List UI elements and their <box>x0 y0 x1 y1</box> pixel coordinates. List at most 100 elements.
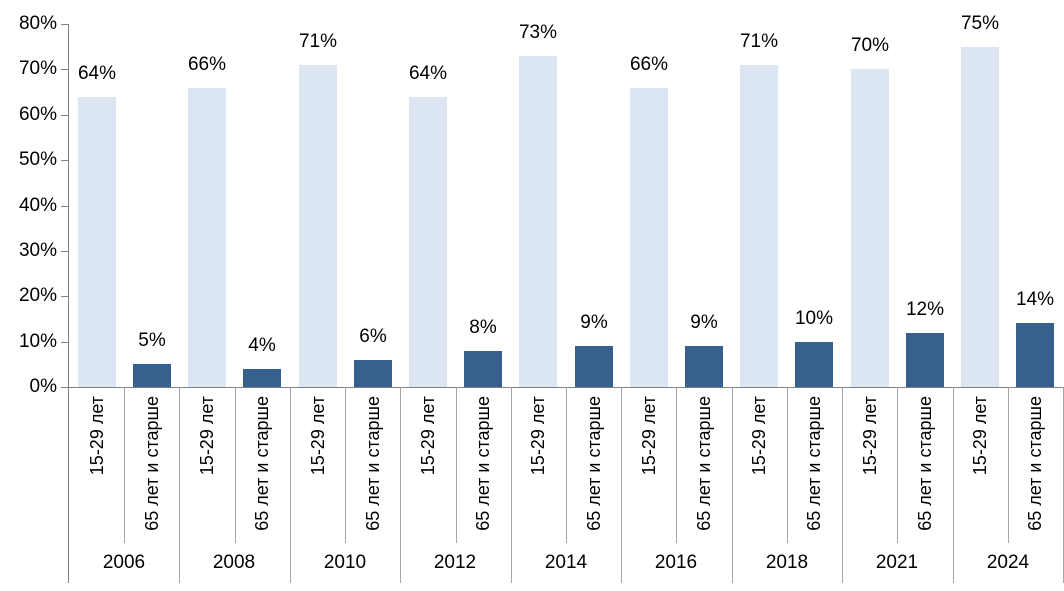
bar-age-65plus-2021 <box>906 333 944 387</box>
category-label-age-15-29: 15-29 лет <box>528 396 548 476</box>
category-label-age-15-29: 15-29 лет <box>418 396 438 476</box>
bar-value-label: 66% <box>187 54 227 75</box>
bar-value-label: 66% <box>629 54 669 75</box>
bar-age-15-29-2021 <box>851 69 889 387</box>
category-divider <box>1008 387 1009 543</box>
bar-value-label: 75% <box>960 13 1000 34</box>
group-divider <box>621 387 622 583</box>
y-axis-tick-label: 80% <box>18 13 57 34</box>
category-label-age-15-29: 15-29 лет <box>197 396 217 476</box>
y-axis-tick <box>61 160 68 161</box>
category-divider <box>345 387 346 543</box>
y-axis-tick-label: 20% <box>18 285 57 306</box>
bar-age-65plus-2006 <box>133 364 171 387</box>
x-axis-year-label: 2010 <box>323 552 367 573</box>
x-axis-year-label: 2021 <box>875 552 919 573</box>
y-axis-tick-label: 50% <box>18 149 57 170</box>
bar-value-label: 64% <box>77 63 117 84</box>
category-label-age-15-29: 15-29 лет <box>308 396 328 476</box>
y-axis-tick-label: 0% <box>29 376 57 397</box>
bar-age-65plus-2018 <box>795 342 833 387</box>
y-axis-tick <box>61 296 68 297</box>
bar-value-label: 4% <box>248 335 276 356</box>
x-axis-year-label: 2014 <box>544 552 588 573</box>
group-divider <box>511 387 512 583</box>
group-divider <box>179 387 180 583</box>
category-label-age-15-29: 15-29 лет <box>860 396 880 476</box>
y-axis-tick <box>61 387 68 388</box>
bar-age-15-29-2010 <box>299 65 337 387</box>
y-axis-tick <box>61 115 68 116</box>
bar-value-label: 5% <box>138 330 166 351</box>
y-axis-tick-label: 30% <box>18 240 57 261</box>
category-label-age-65plus: 65 лет и старше <box>694 396 714 531</box>
bar-age-15-29-2014 <box>519 56 557 387</box>
bar-value-label: 10% <box>794 308 834 329</box>
category-label-age-65plus: 65 лет и старше <box>584 396 604 531</box>
group-divider <box>290 387 291 583</box>
group-divider <box>842 387 843 583</box>
bar-age-65plus-2016 <box>685 346 723 387</box>
category-label-age-15-29: 15-29 лет <box>87 396 107 476</box>
category-label-age-15-29: 15-29 лет <box>970 396 990 476</box>
bar-age-65plus-2010 <box>354 360 392 387</box>
group-divider <box>953 387 954 583</box>
x-axis-year-label: 2006 <box>102 552 146 573</box>
bar-age-65plus-2024 <box>1016 323 1054 387</box>
bar-age-15-29-2016 <box>630 88 668 387</box>
category-label-age-65plus: 65 лет и старше <box>142 396 162 531</box>
x-axis-year-label: 2016 <box>654 552 698 573</box>
category-divider <box>124 387 125 543</box>
bar-age-15-29-2008 <box>188 88 226 387</box>
y-axis-tick-label: 40% <box>18 195 57 216</box>
bar-age-15-29-2006 <box>78 97 116 387</box>
bar-value-label: 9% <box>690 312 718 333</box>
category-label-age-65plus: 65 лет и старше <box>915 396 935 531</box>
category-divider <box>787 387 788 543</box>
category-label-age-15-29: 15-29 лет <box>749 396 769 476</box>
bar-value-label: 64% <box>408 63 448 84</box>
bar-value-label: 9% <box>580 312 608 333</box>
category-label-age-65plus: 65 лет и старше <box>473 396 493 531</box>
category-label-age-65plus: 65 лет и старше <box>804 396 824 531</box>
category-divider <box>456 387 457 543</box>
group-divider <box>732 387 733 583</box>
y-axis-tick <box>61 251 68 252</box>
y-axis-line <box>68 24 69 583</box>
bar-value-label: 71% <box>739 31 779 52</box>
category-label-age-65plus: 65 лет и старше <box>363 396 383 531</box>
category-label-age-15-29: 15-29 лет <box>639 396 659 476</box>
bar-value-label: 8% <box>469 317 497 338</box>
bar-age-15-29-2018 <box>740 65 778 387</box>
bar-value-label: 73% <box>518 22 558 43</box>
x-axis-year-label: 2024 <box>986 552 1030 573</box>
group-divider <box>400 387 401 583</box>
category-divider <box>235 387 236 543</box>
y-axis-tick-label: 60% <box>18 104 57 125</box>
bar-age-15-29-2012 <box>409 97 447 387</box>
bar-value-label: 70% <box>850 35 890 56</box>
y-axis-tick <box>61 24 68 25</box>
category-label-age-65plus: 65 лет и старше <box>252 396 272 531</box>
bar-value-label: 6% <box>359 326 387 347</box>
y-axis-tick <box>61 342 68 343</box>
bar-age-15-29-2024 <box>961 47 999 387</box>
y-axis-tick <box>61 206 68 207</box>
y-axis-tick-label: 70% <box>18 58 57 79</box>
category-divider <box>897 387 898 543</box>
bar-value-label: 14% <box>1015 289 1055 310</box>
category-divider <box>566 387 567 543</box>
y-axis-tick <box>61 69 68 70</box>
x-axis-year-label: 2012 <box>433 552 477 573</box>
bar-value-label: 12% <box>905 299 945 320</box>
x-axis-year-label: 2008 <box>212 552 256 573</box>
bar-age-65plus-2014 <box>575 346 613 387</box>
bar-age-65plus-2012 <box>464 351 502 387</box>
bar-age-65plus-2008 <box>243 369 281 387</box>
y-axis-tick-label: 10% <box>18 331 57 352</box>
category-divider <box>676 387 677 543</box>
category-label-age-65plus: 65 лет и старше <box>1025 396 1045 531</box>
bar-value-label: 71% <box>298 31 338 52</box>
x-axis-year-label: 2018 <box>765 552 809 573</box>
